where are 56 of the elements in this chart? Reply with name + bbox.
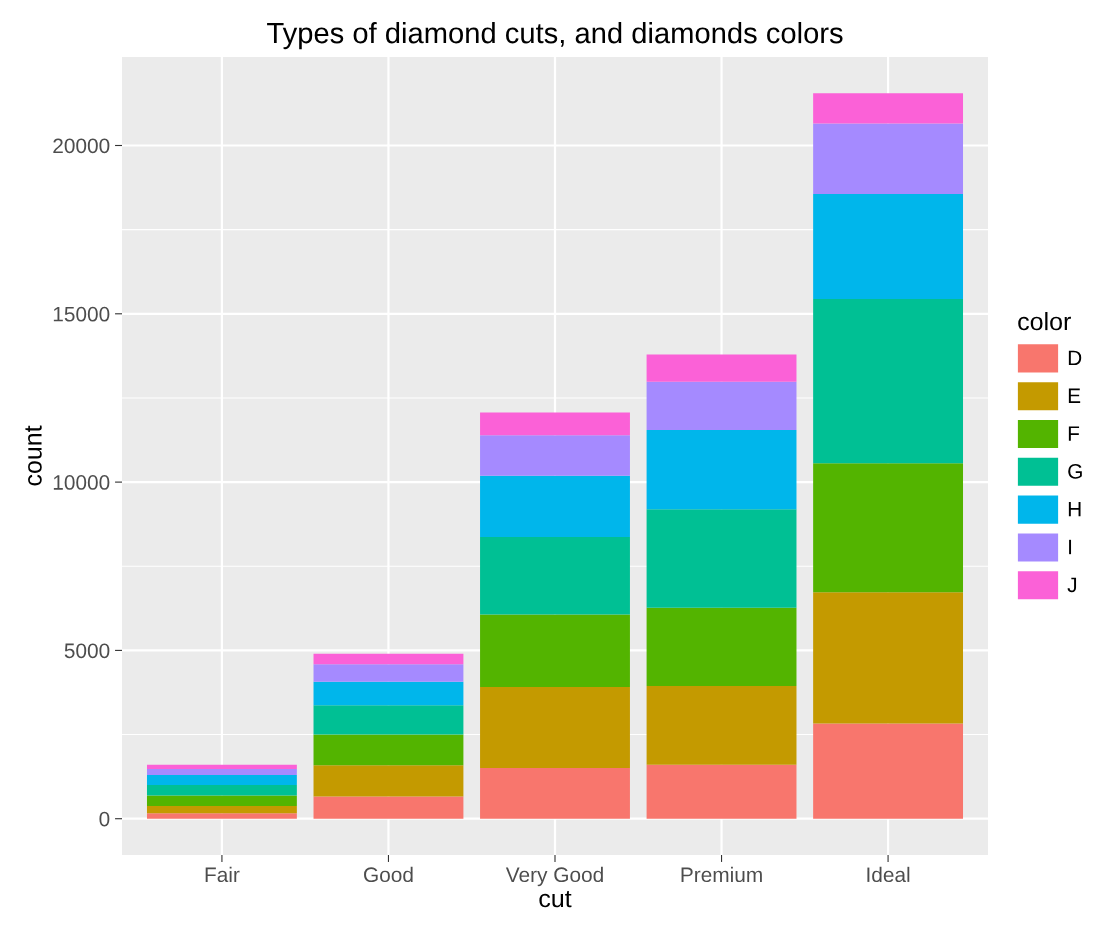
bar — [813, 93, 964, 124]
y-tick-label: 5000 — [64, 643, 110, 659]
legend-label: G — [1068, 463, 1082, 479]
bar — [646, 381, 797, 430]
bar — [480, 435, 630, 476]
legend-label: F — [1068, 426, 1080, 441]
chart-title: Types of diamond cuts, and diamonds colors — [267, 21, 843, 50]
bar — [813, 592, 964, 724]
bar — [646, 764, 797, 819]
bar — [646, 429, 797, 510]
bar — [480, 767, 630, 819]
bar — [480, 614, 630, 688]
bar — [146, 795, 297, 806]
bar — [646, 354, 797, 382]
x-axis-title: cut — [539, 890, 572, 908]
bar — [313, 734, 464, 766]
bar — [313, 705, 464, 735]
x-tick-label: Good — [364, 866, 413, 883]
bar — [646, 509, 797, 608]
legend-label: E — [1068, 388, 1081, 403]
bar — [313, 653, 464, 665]
x-tick-label: Premium — [681, 866, 762, 883]
legend-label: H — [1068, 502, 1081, 517]
bar — [813, 193, 964, 299]
bar — [480, 687, 630, 768]
bar — [480, 412, 630, 436]
bar — [813, 723, 964, 819]
bar — [313, 681, 464, 706]
x-tick-label: Very Good — [505, 866, 603, 887]
bar — [646, 607, 797, 687]
bar — [146, 813, 297, 819]
bar — [146, 805, 297, 814]
bar — [146, 774, 297, 786]
legend-title: color — [1018, 312, 1071, 331]
bar — [813, 123, 964, 194]
y-tick-label: 10000 — [53, 475, 110, 490]
bar — [480, 536, 630, 615]
bar — [313, 796, 464, 819]
bar — [146, 768, 297, 775]
y-tick-label: 0 — [99, 811, 110, 827]
y-tick-label: 20000 — [53, 138, 110, 154]
legend-label: I — [1069, 539, 1072, 555]
x-tick-label: Ideal — [867, 866, 910, 883]
y-tick-label: 15000 — [53, 306, 110, 322]
bar — [146, 764, 297, 769]
bar — [146, 785, 297, 796]
legend-label: D — [1068, 350, 1082, 366]
bar — [480, 475, 630, 537]
x-tick-label: Fair — [205, 866, 240, 883]
bar — [646, 686, 797, 765]
legend-label: J — [1067, 577, 1077, 593]
y-axis-title: count — [25, 425, 42, 486]
bar — [813, 463, 964, 593]
bar — [813, 298, 964, 464]
bar — [313, 765, 464, 797]
bar — [313, 664, 464, 682]
